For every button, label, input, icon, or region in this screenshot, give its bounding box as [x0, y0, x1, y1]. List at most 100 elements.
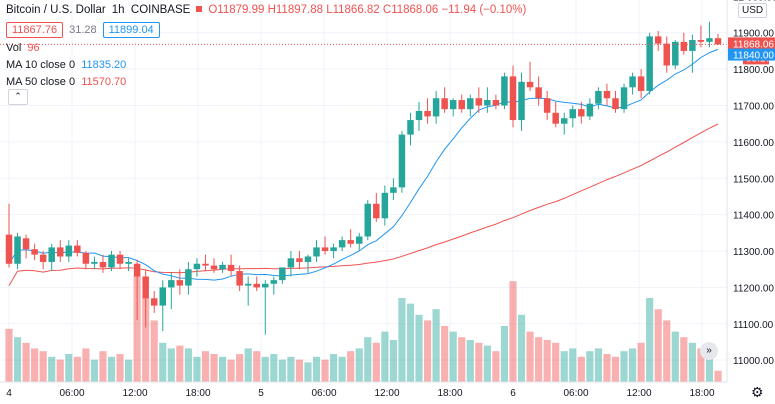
candle-body — [432, 98, 440, 117]
ma50-indicator[interactable]: MA 50 close 0 11570.70 — [6, 76, 126, 88]
candle — [424, 98, 431, 124]
ma10-line — [8, 48, 719, 281]
candle-body — [680, 41, 688, 51]
candle — [373, 192, 380, 222]
candle-body — [620, 87, 628, 110]
volume-indicator[interactable]: Vol 96 — [6, 42, 40, 54]
candle — [432, 90, 440, 124]
scroll-to-realtime-button[interactable]: » — [700, 342, 718, 360]
candle — [65, 240, 73, 262]
candle — [441, 87, 448, 113]
spread-value: 31.28 — [69, 24, 97, 36]
candle-body — [219, 264, 226, 270]
volume-bar — [680, 337, 688, 382]
volume-bar — [99, 351, 107, 382]
candle-body — [5, 234, 13, 264]
candle — [150, 291, 158, 313]
candle — [407, 112, 414, 146]
buy-button[interactable]: 11899.04 — [102, 22, 160, 38]
time-tick-label: 12:00 — [122, 388, 147, 399]
candle — [116, 251, 124, 270]
candle-body — [296, 258, 303, 262]
time-axis-bg — [0, 382, 727, 404]
volume-bar — [176, 345, 184, 382]
volume-bar — [620, 351, 628, 382]
candle — [586, 98, 594, 121]
candle — [706, 21, 713, 48]
candle-body — [526, 81, 534, 88]
candle-body — [99, 261, 107, 268]
volume-bar — [22, 342, 30, 382]
candle — [227, 254, 235, 277]
candle-body — [338, 240, 346, 248]
volume-bar — [569, 348, 577, 382]
sell-button[interactable]: 11867.76 — [6, 22, 64, 38]
candle-body — [262, 283, 269, 288]
volume-bar — [500, 326, 509, 382]
candle — [253, 276, 260, 292]
volume-bar — [82, 348, 90, 382]
candle — [680, 32, 688, 55]
candle — [210, 258, 218, 273]
price-tick-label: 11900.00 — [733, 29, 774, 40]
candle-body — [202, 263, 209, 266]
candle-body — [407, 120, 414, 135]
volume-bar — [270, 354, 278, 382]
candle-body — [441, 98, 448, 110]
ma10-value: 11835.20 — [81, 59, 127, 71]
candle-body — [586, 103, 594, 117]
candle-body — [646, 36, 653, 91]
candle — [321, 236, 329, 255]
ma50-value: 11570.70 — [81, 76, 127, 88]
ma10-indicator[interactable]: MA 10 close 0 11835.20 — [6, 59, 126, 71]
candle — [458, 94, 465, 113]
candle — [39, 251, 47, 270]
candle — [663, 36, 670, 73]
time-axis: 4 06:00 12:00 18:00 5 06:00 12:00 18:00 6 06:00 12… — [0, 381, 727, 404]
candle — [31, 243, 38, 261]
currency-button[interactable]: USD — [738, 3, 768, 18]
candle — [14, 232, 21, 270]
collapse-legend-button[interactable]: ⌃ — [8, 89, 28, 105]
volume-bar — [637, 342, 645, 382]
price-tick-label: 11700.00 — [733, 102, 774, 113]
volume-bar — [56, 359, 64, 382]
volume-bar — [261, 356, 269, 382]
candle — [262, 280, 269, 335]
price-axis: 12 000.00 11900.00 11800.00 11700.00 11600.0… — [726, 0, 775, 404]
candle — [629, 72, 636, 95]
candle-body — [501, 76, 508, 106]
price-tick-label: 12 000.00 — [733, 0, 775, 3]
candle-body — [381, 192, 389, 219]
candle-body — [321, 247, 329, 252]
candle-body — [509, 76, 517, 121]
candle — [526, 61, 534, 91]
settings-gear-icon[interactable]: ⚙ — [751, 384, 764, 400]
candle-body — [424, 110, 431, 117]
candle-body — [31, 249, 38, 255]
candle — [467, 94, 474, 117]
exchange-label: COINBASE — [130, 4, 191, 16]
candle — [569, 105, 577, 128]
candle-body — [287, 258, 295, 268]
price-tick-label: 11400.00 — [733, 211, 774, 222]
candle — [168, 272, 175, 310]
ma50-line — [8, 123, 719, 286]
candle-body — [22, 238, 30, 250]
candle — [355, 232, 363, 252]
volume-bar — [65, 354, 73, 382]
price-tick-label: 11100.00 — [733, 320, 774, 331]
time-tick-label: 12:00 — [626, 388, 651, 399]
candle — [492, 94, 500, 110]
volume-bar — [543, 340, 551, 382]
vol-label: Vol — [6, 42, 22, 54]
candle — [57, 240, 64, 262]
volume-bar — [398, 298, 406, 382]
candle — [133, 260, 141, 321]
candle-body — [449, 100, 457, 110]
volume-bar — [287, 356, 295, 382]
candle-body — [185, 269, 192, 286]
volume-bar — [432, 309, 440, 382]
volume-bar — [355, 348, 363, 382]
